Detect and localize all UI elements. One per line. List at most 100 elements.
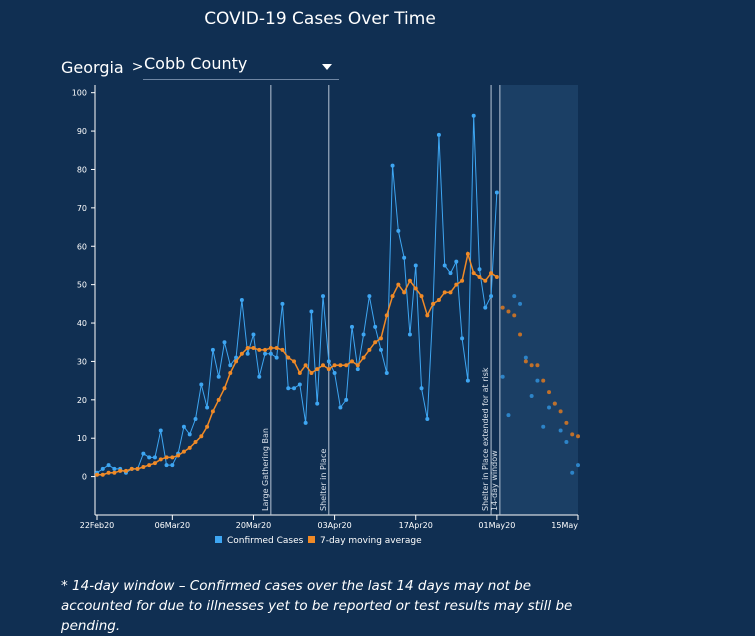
- annotation-label: Shelter in Place extended for at risk: [481, 367, 490, 511]
- moving-average-point: [442, 290, 447, 295]
- confirmed-cases-point: [547, 405, 552, 410]
- moving-average-point: [193, 440, 198, 445]
- moving-average-point: [407, 278, 412, 283]
- moving-average-point: [471, 271, 476, 276]
- confirmed-cases-point: [518, 301, 523, 306]
- moving-average-point: [112, 470, 117, 475]
- confirmed-cases-point: [245, 351, 250, 356]
- moving-average-point: [268, 345, 273, 350]
- moving-average-point: [489, 271, 494, 276]
- breadcrumb-state[interactable]: Georgia: [61, 57, 124, 77]
- confirmed-cases-point: [413, 263, 418, 268]
- moving-average-point: [263, 347, 268, 352]
- moving-average-point: [564, 420, 569, 425]
- moving-average-point: [199, 434, 204, 439]
- moving-average-point: [436, 298, 441, 302]
- confirmed-cases-point: [355, 367, 360, 372]
- legend-item-moving-average[interactable]: 7-day moving average: [308, 536, 422, 546]
- confirmed-cases-point: [141, 451, 146, 456]
- moving-average-point: [425, 313, 430, 318]
- confirmed-cases-point: [500, 374, 505, 379]
- y-tick-label: 50: [77, 281, 87, 290]
- moving-average-point: [390, 294, 395, 299]
- moving-average-point: [344, 363, 349, 368]
- moving-average-point: [222, 386, 227, 391]
- moving-average-point: [338, 363, 343, 368]
- confirmed-cases-point: [367, 294, 372, 299]
- confirmed-cases-point: [483, 305, 488, 310]
- confirmed-cases-point: [251, 332, 256, 337]
- moving-average-point: [152, 461, 157, 466]
- moving-average-point: [465, 251, 470, 256]
- moving-average-point: [321, 363, 326, 368]
- moving-average-point: [494, 274, 499, 279]
- moving-average-point: [326, 367, 331, 372]
- breadcrumb-separator: >: [131, 59, 144, 75]
- moving-average-point: [251, 345, 256, 350]
- confirmed-cases-point: [344, 397, 349, 402]
- moving-average-point: [176, 453, 181, 458]
- confirmed-cases-point: [349, 324, 354, 329]
- confirmed-cases-point: [494, 190, 499, 195]
- moving-average-point: [373, 340, 378, 345]
- x-tick-label: 17Apr20: [399, 521, 433, 530]
- moving-average-point: [286, 355, 291, 360]
- chevron-down-icon[interactable]: [322, 64, 332, 70]
- confirmed-cases-point: [390, 163, 395, 168]
- footnote: * 14-day window – Confirmed cases over t…: [61, 578, 573, 634]
- confirmed-cases-point: [332, 370, 337, 375]
- annotation-label: Large Gathering Ban: [261, 428, 270, 511]
- x-tick-label: 20Mar20: [236, 521, 271, 530]
- moving-average-point: [257, 347, 262, 352]
- county-select[interactable]: Cobb County: [143, 52, 339, 80]
- moving-average-point: [518, 332, 523, 337]
- moving-average-point: [234, 359, 239, 364]
- confirmed-cases-line: [96, 115, 498, 474]
- moving-average-point: [523, 359, 528, 364]
- confirmed-cases-point: [280, 301, 285, 306]
- confirmed-cases-point: [158, 428, 163, 433]
- x-tick-label: 15May: [551, 521, 578, 530]
- y-tick-label: 30: [77, 357, 87, 366]
- confirmed-cases-point: [541, 424, 546, 429]
- moving-average-point: [541, 378, 546, 383]
- moving-average-point: [100, 472, 105, 477]
- moving-average-point: [413, 286, 418, 291]
- legend-item-confirmed-cases[interactable]: Confirmed Cases: [215, 536, 304, 546]
- annotation-label: 14-day window: [490, 450, 499, 511]
- confirmed-cases-point: [448, 271, 453, 276]
- moving-average-point: [454, 282, 459, 287]
- confirmed-cases-point: [199, 382, 204, 387]
- confirmed-cases-point: [112, 466, 117, 471]
- confirmed-cases-point: [326, 359, 331, 364]
- confirmed-cases-point: [384, 370, 389, 375]
- moving-average-point: [187, 445, 192, 450]
- moving-average-point: [396, 282, 401, 287]
- legend-swatch: [308, 536, 315, 543]
- breadcrumb: Georgia >: [61, 54, 151, 80]
- confirmed-cases-point: [407, 332, 412, 337]
- moving-average-point: [535, 363, 540, 368]
- moving-average-point: [529, 363, 534, 368]
- moving-average-point: [297, 370, 302, 375]
- moving-average-point: [332, 363, 337, 368]
- confirmed-cases-point: [402, 255, 407, 260]
- confirmed-cases-point: [187, 432, 192, 437]
- x-tick-label: 06Mar20: [155, 521, 190, 530]
- confirmed-cases-point: [181, 424, 186, 429]
- moving-average-point: [552, 401, 557, 406]
- moving-average-point: [292, 359, 297, 364]
- moving-average-point: [158, 457, 163, 462]
- y-tick-label: 60: [77, 242, 87, 251]
- confirmed-cases-point: [170, 463, 175, 468]
- confirmed-cases-point: [378, 347, 383, 352]
- confirmed-cases-point: [576, 463, 580, 468]
- moving-average-point: [460, 278, 465, 283]
- moving-average-point: [280, 347, 285, 352]
- moving-average-point: [170, 455, 175, 460]
- y-tick-label: 10: [77, 434, 87, 443]
- moving-average-point: [135, 466, 140, 471]
- y-tick-label: 40: [77, 319, 87, 328]
- annotation-label: Shelter in Place: [319, 449, 328, 511]
